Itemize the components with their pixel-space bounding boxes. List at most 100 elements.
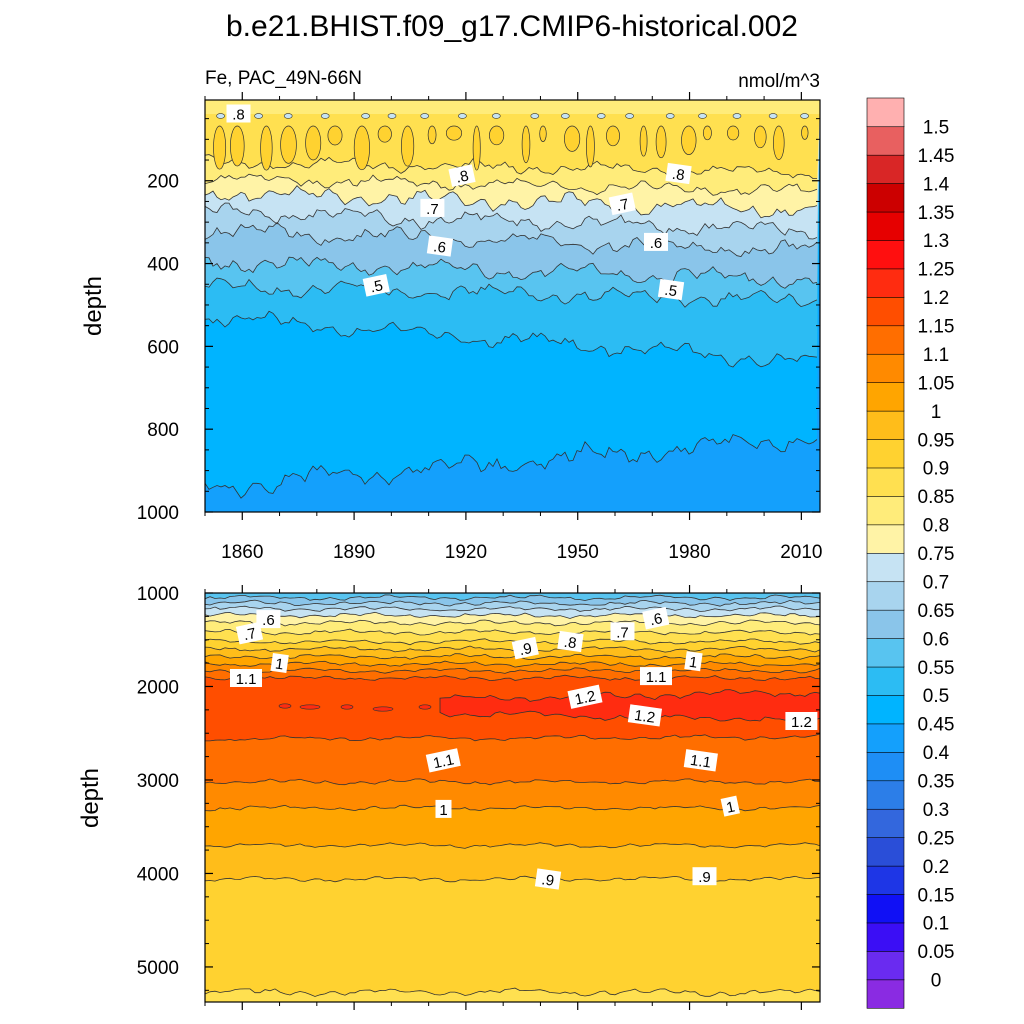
colorbar-label: 1.45: [918, 146, 955, 167]
contour-label: 1.2: [627, 704, 663, 727]
colorbar-label: 0.4: [923, 743, 950, 764]
svg-text:.6: .6: [262, 612, 275, 629]
colorbar-swatch: [866, 268, 905, 298]
colorbar-swatch: [866, 751, 905, 782]
contour-label: .9: [511, 636, 539, 660]
units-label: nmol/m^3: [738, 71, 820, 92]
colorbar-swatch: [866, 211, 905, 241]
y-tick-label: 600: [147, 337, 179, 358]
x-tick-label: 1890: [333, 542, 375, 563]
upper-contour-fill: [205, 100, 820, 512]
svg-text:.8: .8: [454, 167, 470, 186]
colorbar: 0 0.05 0.1 0.15 0.2 0.25 0.3 0.35 0.4 0.45 0.5 0.55…: [866, 97, 955, 1009]
lower-plot-frame: [204, 592, 821, 1003]
svg-text:.9: .9: [698, 869, 711, 886]
colorbar-label: 0.35: [918, 772, 955, 793]
contour-label: 1.1: [230, 669, 262, 688]
contour-label: .8: [665, 162, 692, 185]
colorbar-swatch: [866, 524, 905, 554]
svg-text:1.1: 1.1: [689, 752, 712, 772]
svg-text:.8: .8: [671, 166, 686, 185]
colorbar-label: 1.5: [923, 117, 949, 138]
contour-label: .7: [420, 198, 445, 218]
colorbar-swatch: [866, 581, 905, 611]
colorbar-label: 0.2: [923, 857, 949, 878]
colorbar-swatch: [866, 922, 905, 952]
svg-text:.9: .9: [540, 871, 555, 890]
x-tick-label: 2010: [780, 542, 822, 563]
colorbar-swatch: [866, 694, 905, 725]
colorbar-swatch: [866, 183, 905, 213]
colorbar-label: 0.85: [918, 487, 955, 508]
x-tick-label: 1950: [557, 542, 599, 563]
y-tick-label: 400: [147, 255, 179, 276]
colorbar-label: 0.5: [923, 686, 949, 707]
svg-text:.7: .7: [426, 201, 439, 218]
y-tick-label: 5000: [137, 958, 179, 979]
svg-text:1.1: 1.1: [646, 669, 667, 686]
colorbar-label: 0.8: [923, 516, 949, 537]
colorbar-label: 0.15: [918, 885, 955, 906]
colorbar-swatch: [866, 609, 905, 639]
colorbar-swatch: [866, 893, 905, 924]
svg-text:1.1: 1.1: [236, 671, 257, 688]
y-tick-label: 3000: [137, 771, 179, 792]
contour-label: 1: [435, 799, 452, 819]
contour-label: 1.2: [785, 712, 818, 731]
lower-y-axis-title: depth: [77, 768, 104, 828]
colorbar-swatch: [866, 638, 905, 668]
colorbar-swatch: [866, 467, 905, 497]
contour-label: .7: [608, 192, 636, 216]
svg-text:1: 1: [725, 798, 737, 816]
svg-text:.9: .9: [518, 640, 534, 659]
svg-text:1.2: 1.2: [791, 714, 812, 731]
colorbar-swatch: [866, 126, 905, 156]
svg-text:.6: .6: [432, 238, 447, 257]
colorbar-label: 0.05: [918, 942, 955, 963]
contour-label: .8: [226, 104, 251, 124]
colorbar-swatch: [866, 353, 905, 383]
svg-text:.8: .8: [232, 107, 245, 124]
svg-text:1: 1: [688, 654, 699, 672]
upper-y-axis: 200 400 600 800 1000: [137, 118, 820, 524]
svg-text:1: 1: [274, 655, 285, 673]
colorbar-swatch: [866, 495, 905, 526]
svg-text:1.2: 1.2: [633, 707, 656, 727]
y-tick-label: 1000: [137, 503, 179, 524]
svg-text:.7: .7: [242, 625, 258, 644]
colorbar-swatch: [866, 154, 905, 184]
variable-label: Fe, PAC_49N-66N: [205, 68, 362, 89]
svg-text:1.1: 1.1: [432, 751, 456, 772]
colorbar-swatch: [866, 97, 905, 128]
x-tick-label: 1980: [668, 542, 710, 563]
colorbar-swatch: [866, 382, 905, 412]
lower-contour-lines: [205, 594, 820, 997]
colorbar-label: 0.7: [923, 572, 949, 593]
colorbar-label: 0.75: [918, 544, 955, 565]
colorbar-swatch: [866, 808, 905, 838]
lower-contour-labels: .6.711.1.9.8.7.611.11.21.2 1.21.1 1.11 1.9.…: [230, 606, 818, 890]
contour-label: 1: [720, 795, 740, 817]
colorbar-label: 0.3: [923, 800, 949, 821]
colorbar-label: 0.65: [918, 601, 955, 622]
colorbar-swatch: [866, 979, 905, 1009]
contour-label: .6: [642, 606, 670, 630]
contour-label: .8: [557, 630, 584, 652]
svg-text:1.2: 1.2: [573, 688, 597, 709]
colorbar-label: 0.1: [923, 914, 949, 935]
contour-label: .6: [256, 610, 281, 629]
lower-contour-fill: [205, 593, 820, 1002]
contour-label: .7: [610, 622, 635, 641]
svg-text:.7: .7: [615, 196, 631, 215]
contour-label: .8: [448, 164, 476, 187]
colorbar-label: 0: [931, 971, 942, 992]
contour-label: .5: [362, 274, 390, 297]
upper-x-axis: 1860 1890 1920 1950 1980 2010: [204, 92, 823, 563]
colorbar-label: 0.6: [923, 629, 949, 650]
y-tick-label: 4000: [137, 864, 179, 885]
colorbar-label: 0.25: [918, 828, 955, 849]
y-tick-label: 800: [147, 420, 179, 441]
colorbar-label: 1.3: [923, 231, 949, 252]
colorbar-label: 0.9: [923, 459, 949, 480]
